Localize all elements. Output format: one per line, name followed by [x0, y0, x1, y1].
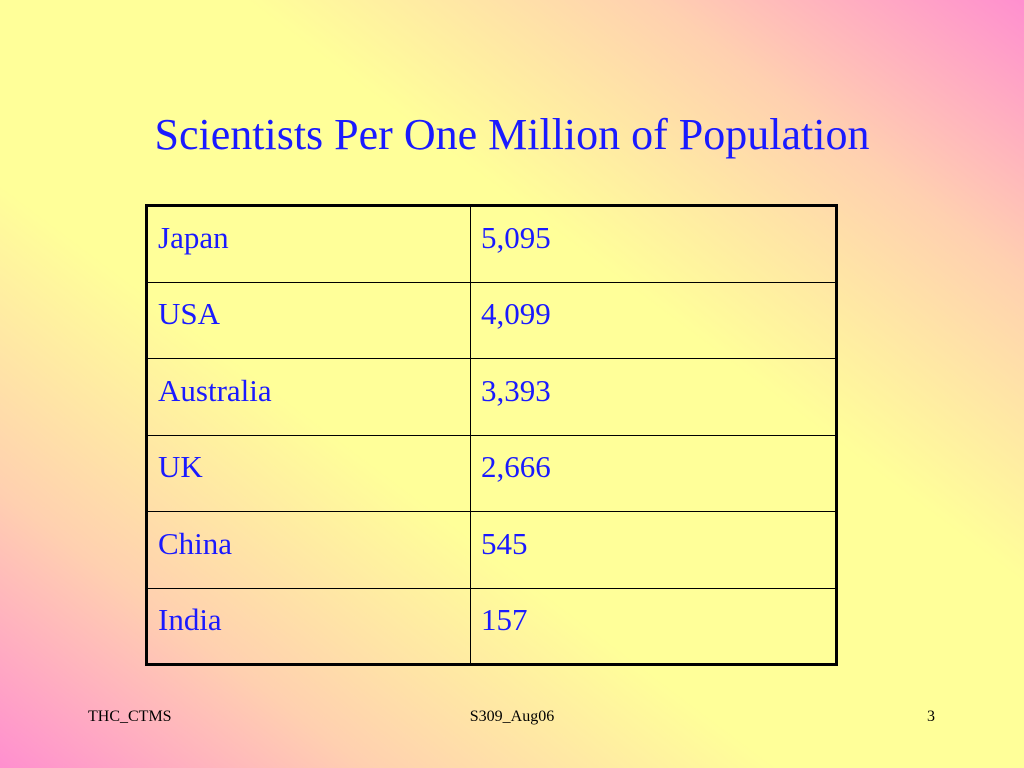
- value-cell: 545: [470, 511, 837, 589]
- footer-left: THC_CTMS: [88, 708, 172, 725]
- table-row: Australia 3,393: [146, 358, 837, 436]
- table-row: UK 2,666: [146, 434, 837, 512]
- country-cell: UK: [146, 434, 471, 512]
- country-cell: India: [146, 587, 471, 665]
- table-row: India 157: [146, 587, 837, 665]
- table-row: USA 4,099: [146, 281, 837, 359]
- country-cell: China: [146, 511, 471, 589]
- value-cell: 2,666: [470, 434, 837, 512]
- slide-title: Scientists Per One Million of Population: [154, 110, 870, 159]
- value-cell: 5,095: [470, 205, 837, 283]
- table-row: China 545: [146, 511, 837, 589]
- value-cell: 157: [470, 587, 837, 665]
- table-body: Japan 5,095 USA 4,099 Australia 3,393 UK 2,666 C…: [146, 205, 837, 665]
- page-number: 3: [927, 708, 935, 725]
- data-table: Japan 5,095 USA 4,099 Australia 3,393 UK 2,666 C…: [145, 204, 838, 666]
- value-cell: 3,393: [470, 358, 837, 436]
- country-cell: Australia: [146, 358, 471, 436]
- table-row: Japan 5,095: [146, 205, 837, 283]
- country-cell: USA: [146, 281, 471, 359]
- value-cell: 4,099: [470, 281, 837, 359]
- footer-center: S309_Aug06: [469, 708, 555, 725]
- country-cell: Japan: [146, 205, 471, 283]
